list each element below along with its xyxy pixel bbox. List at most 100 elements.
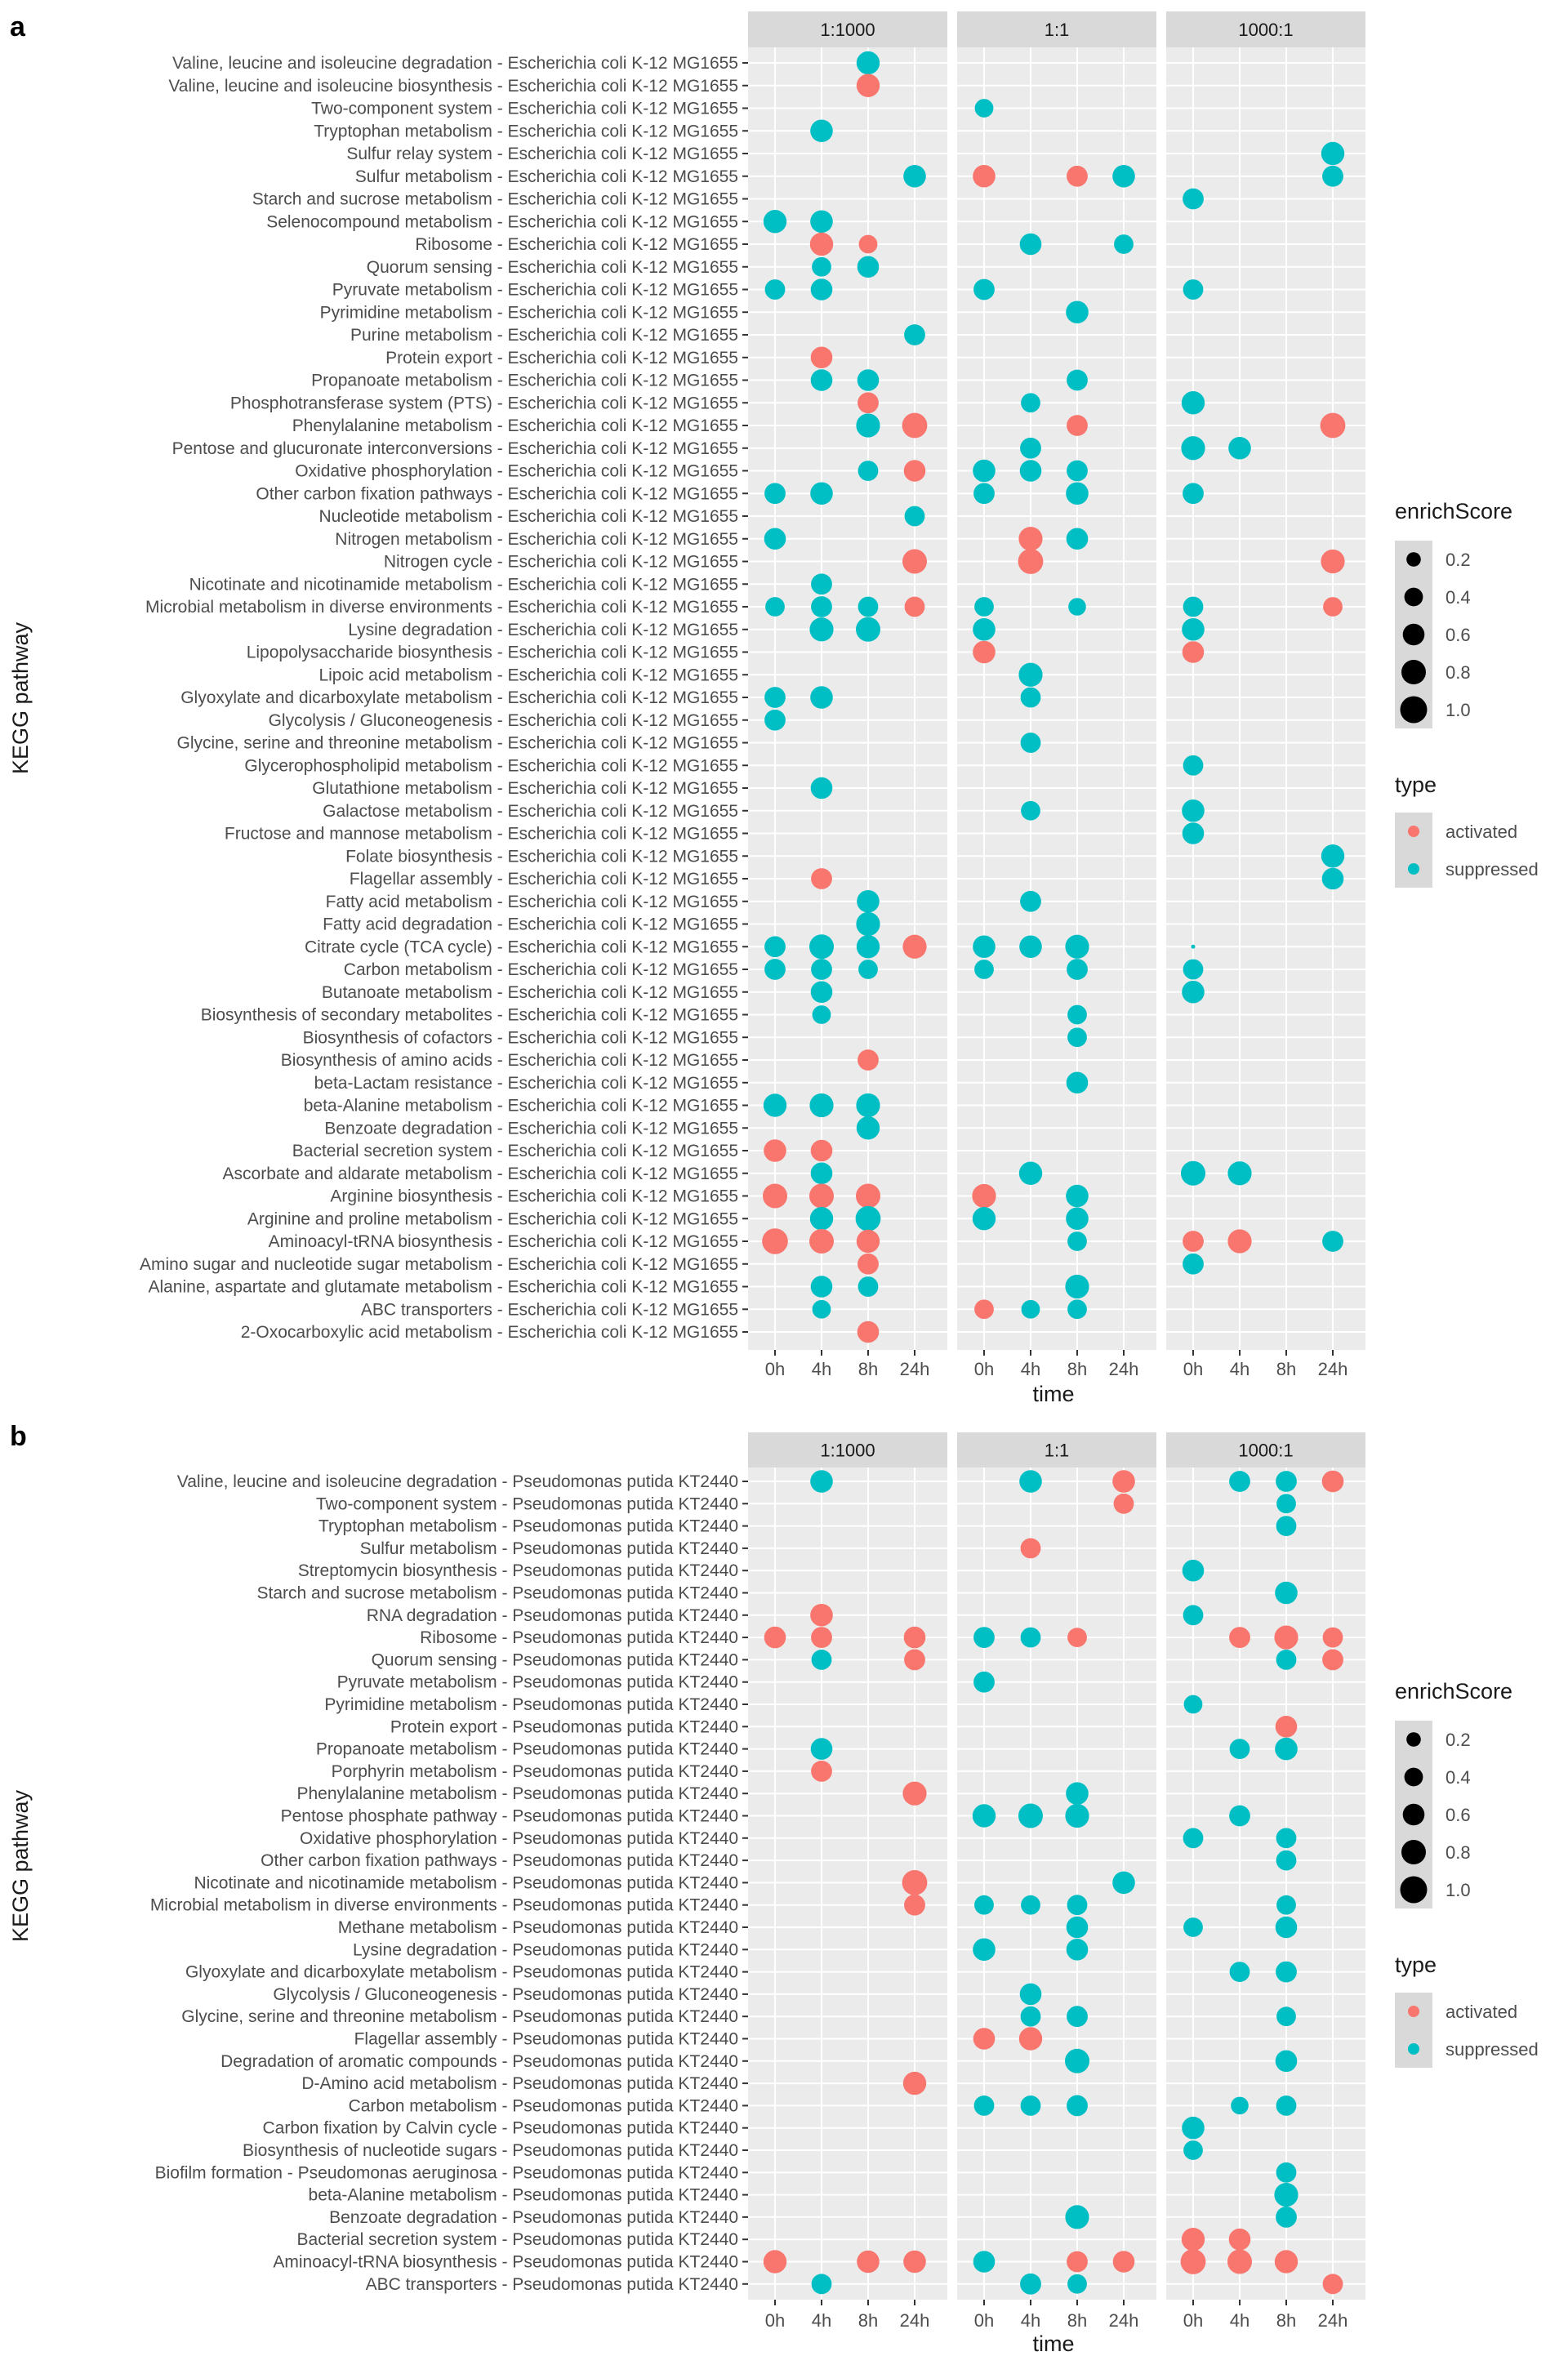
- point-suppressed: [810, 777, 833, 799]
- facet-label: 1:1000: [820, 20, 875, 40]
- point-activated: [809, 1229, 834, 1254]
- point-suppressed: [973, 2251, 996, 2273]
- y-tick-label: ABC transporters - Pseudomonas putida KT…: [366, 2275, 738, 2294]
- point-suppressed: [764, 687, 786, 708]
- legend-type-swatch: [1408, 2043, 1419, 2055]
- point-suppressed: [1018, 1161, 1043, 1185]
- y-tick-label: Carbon fixation by Calvin cycle - Pseudo…: [263, 2119, 738, 2138]
- y-tick-label: Fatty acid degradation - Escherichia col…: [323, 915, 738, 934]
- point-suppressed: [1275, 2050, 1298, 2073]
- legend-type-label: suppressed: [1446, 2039, 1539, 2060]
- x-tick-label: 0h: [1183, 1359, 1203, 1379]
- point-suppressed: [973, 935, 996, 959]
- legend-size-title: enrichScore: [1395, 1679, 1512, 1704]
- point-suppressed: [1065, 934, 1089, 959]
- point-activated: [903, 1626, 926, 1649]
- point-suppressed: [1276, 1471, 1297, 1492]
- y-tick-label: 2-Oxocarboxylic acid metabolism - Escher…: [241, 1323, 738, 1342]
- point-suppressed: [1229, 1739, 1250, 1760]
- point-suppressed: [1275, 1916, 1298, 1939]
- point-suppressed: [1067, 2274, 1087, 2294]
- point-suppressed: [1020, 2273, 1041, 2295]
- x-tick-label: 24h: [1109, 2310, 1139, 2331]
- point-suppressed: [1276, 1895, 1296, 1915]
- point-activated: [856, 73, 880, 97]
- y-tick-label: Biosynthesis of amino acids - Escherichi…: [281, 1051, 738, 1070]
- y-tick-label: Other carbon fixation pathways - Escheri…: [256, 484, 738, 503]
- point-suppressed: [1066, 1184, 1089, 1208]
- legend-type-swatch: [1408, 826, 1419, 837]
- point-suppressed: [810, 1470, 833, 1493]
- point-suppressed: [904, 324, 925, 345]
- y-tick-label: Biosynthesis of cofactors - Escherichia …: [303, 1028, 738, 1047]
- point-suppressed: [1275, 1737, 1298, 1761]
- point-activated: [1181, 2228, 1205, 2251]
- legend-type-title: type: [1395, 1953, 1437, 1977]
- point-suppressed: [1067, 1895, 1088, 1916]
- y-tick-label: Pentose and glucuronate interconversions…: [172, 439, 738, 458]
- point-suppressed: [974, 597, 994, 617]
- point-suppressed: [1066, 301, 1089, 324]
- point-activated: [903, 2250, 926, 2274]
- point-activated: [1322, 1627, 1343, 1648]
- point-suppressed: [764, 528, 786, 550]
- point-activated: [1274, 1625, 1298, 1650]
- point-activated: [973, 2028, 996, 2050]
- point-activated: [1067, 165, 1088, 187]
- y-tick-label: Tryptophan metabolism - Pseudomonas puti…: [318, 1517, 738, 1536]
- point-suppressed: [1067, 959, 1088, 980]
- y-tick-label: Glycine, serine and threonine metabolism…: [177, 734, 739, 753]
- legend-size-swatch: [1404, 587, 1423, 607]
- y-tick-label: Folate biosynthesis - Escherichia coli K…: [345, 847, 738, 866]
- point-activated: [904, 1649, 925, 1671]
- point-suppressed: [973, 1671, 995, 1693]
- point-suppressed: [810, 686, 833, 709]
- x-tick-label: 24h: [1109, 1359, 1139, 1379]
- point-suppressed: [1183, 1695, 1203, 1714]
- point-activated: [811, 868, 832, 889]
- y-tick-label: Pyrimidine metabolism - Pseudomonas puti…: [324, 1695, 738, 1714]
- point-suppressed: [1067, 1231, 1087, 1251]
- point-suppressed: [1181, 1160, 1205, 1186]
- y-tick-label: Quorum sensing - Pseudomonas putida KT24…: [372, 1650, 738, 1669]
- point-suppressed: [973, 483, 995, 505]
- point-suppressed: [1020, 2006, 1041, 2027]
- point-suppressed: [855, 1205, 881, 1231]
- point-activated: [1321, 549, 1345, 574]
- y-tick-label: Porphyrin metabolism - Pseudomonas putid…: [332, 1762, 738, 1781]
- point-suppressed: [1020, 1627, 1041, 1648]
- point-activated: [762, 1228, 788, 1254]
- x-tick-label: 8h: [858, 2310, 878, 2331]
- x-tick-label: 0h: [765, 1359, 785, 1379]
- legend-size-label: 0.2: [1446, 550, 1471, 570]
- point-suppressed: [812, 1005, 831, 1024]
- y-tick-label: beta-Alanine metabolism - Escherichia co…: [304, 1097, 738, 1116]
- y-tick-label: Biosynthesis of nucleotide sugars - Pseu…: [243, 2141, 738, 2160]
- point-suppressed: [809, 934, 834, 960]
- point-suppressed: [1019, 233, 1042, 256]
- point-suppressed: [1067, 1004, 1087, 1025]
- point-suppressed: [1183, 755, 1204, 776]
- point-suppressed: [811, 2274, 832, 2295]
- point-suppressed: [973, 1938, 996, 1962]
- point-activated: [904, 1894, 925, 1916]
- y-tick-label: Pyrimidine metabolism - Escherichia coli…: [320, 303, 738, 322]
- y-tick-label: Lipoic acid metabolism - Escherichia col…: [318, 666, 738, 684]
- point-suppressed: [973, 1627, 995, 1648]
- y-tick-label: D-Amino acid metabolism - Pseudomonas pu…: [301, 2074, 738, 2093]
- legend-size-swatch: [1401, 1840, 1426, 1864]
- point-activated: [1020, 1538, 1041, 1559]
- y-tick-label: Carbon metabolism - Pseudomonas putida K…: [349, 2096, 738, 2115]
- y-tick-label: Methane metabolism - Pseudomonas putida …: [338, 1918, 738, 1937]
- panel-a: a 1:1000 0h 4h 8h 24h 1:1 0h 4h 8h 24h 1000:1 0h 4h 8h…: [8, 11, 1539, 1406]
- point-suppressed: [972, 1207, 996, 1231]
- y-tick-label: Protein export - Pseudomonas putida KT24…: [390, 1717, 738, 1736]
- point-suppressed: [1183, 596, 1204, 617]
- legend-type-label: activated: [1446, 822, 1517, 842]
- y-tick-label: Phosphotransferase system (PTS) - Escher…: [230, 394, 738, 412]
- point-suppressed: [973, 617, 996, 641]
- point-suppressed: [1321, 867, 1344, 890]
- point-activated: [1228, 2228, 1251, 2251]
- point-suppressed: [764, 936, 786, 958]
- point-suppressed: [1182, 980, 1205, 1004]
